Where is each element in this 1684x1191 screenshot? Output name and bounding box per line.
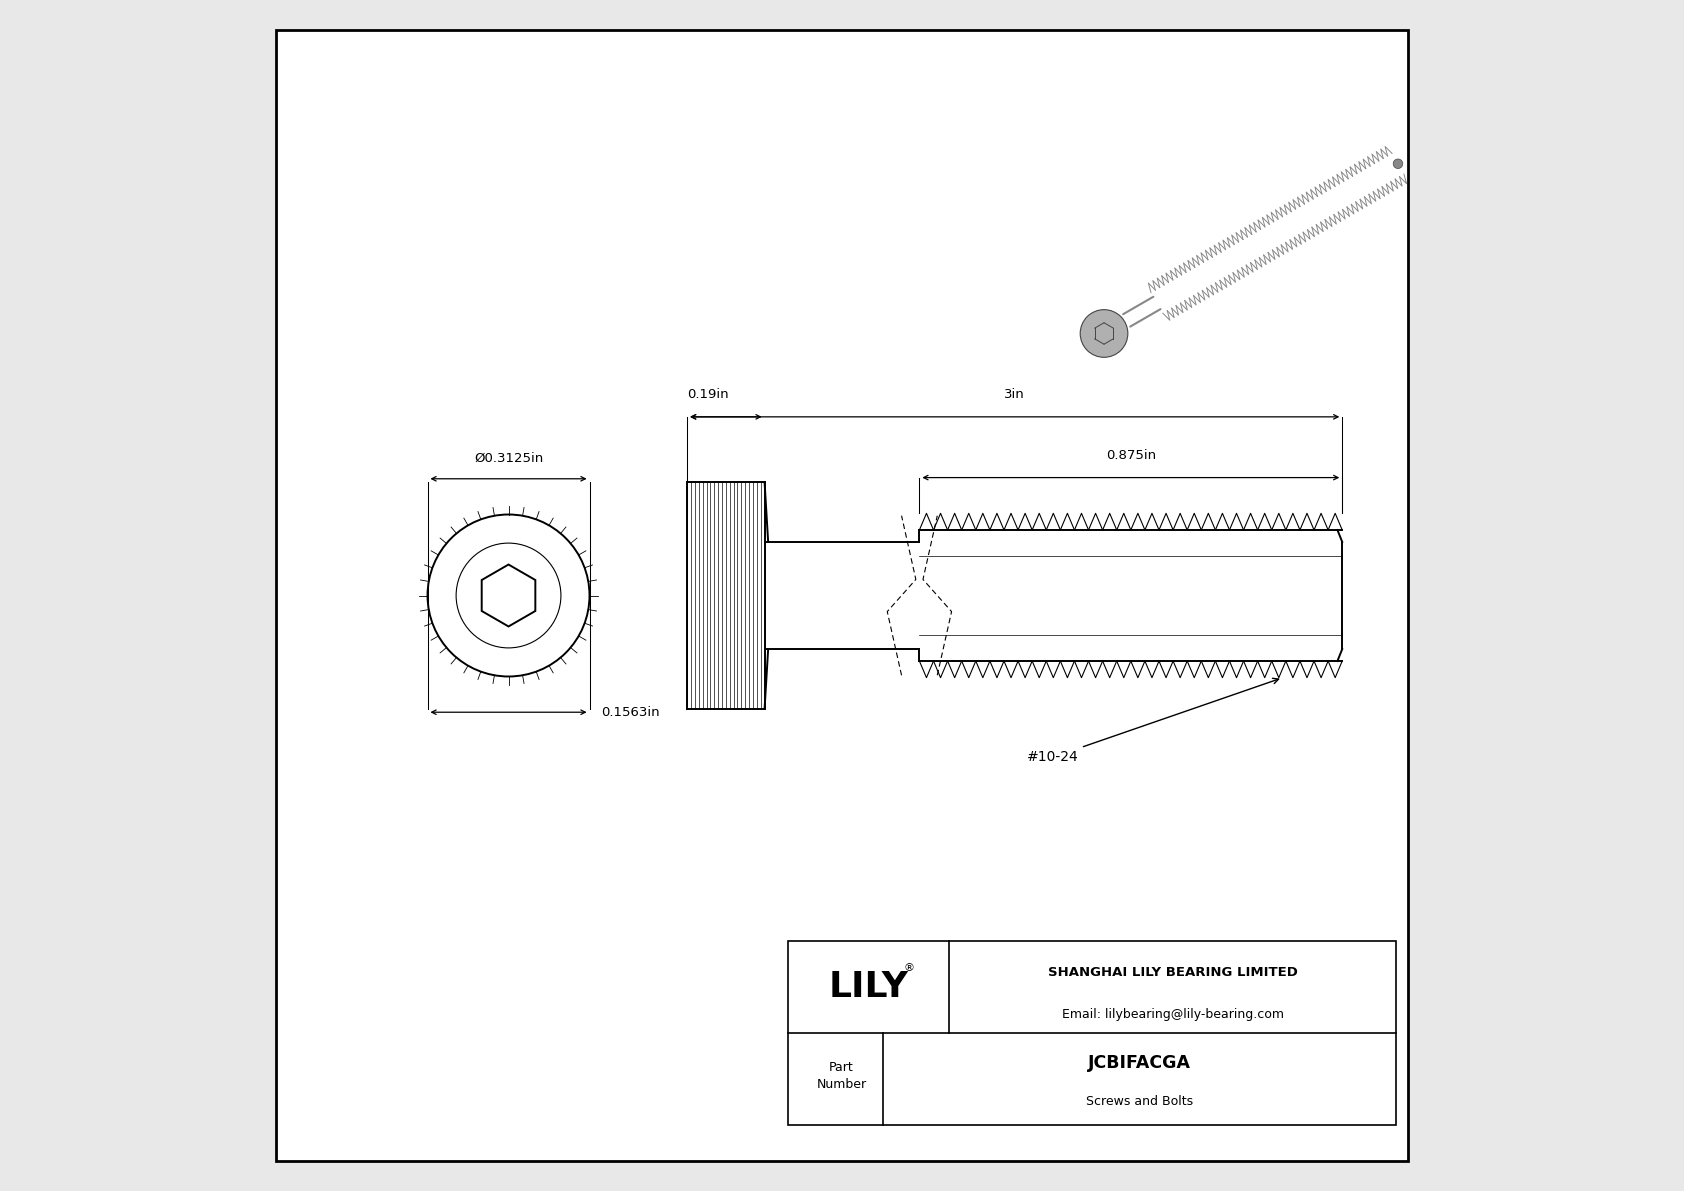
Text: 0.875in: 0.875in (1106, 449, 1155, 462)
Bar (788, 941, 1396, 1125)
Text: 0.19in: 0.19in (687, 388, 729, 401)
Text: SHANGHAI LILY BEARING LIMITED: SHANGHAI LILY BEARING LIMITED (1047, 966, 1298, 979)
Text: 0.1563in: 0.1563in (601, 706, 660, 718)
Text: Ø0.3125in: Ø0.3125in (473, 451, 544, 464)
Text: LILY: LILY (829, 969, 909, 1004)
Text: #10-24: #10-24 (1027, 679, 1278, 765)
Text: Part
Number: Part Number (817, 1061, 867, 1091)
Circle shape (1079, 310, 1128, 357)
Text: ®: ® (904, 964, 914, 973)
Text: Screws and Bolts: Screws and Bolts (1086, 1095, 1192, 1108)
Bar (687, 482, 765, 709)
Text: JCBIFACGA: JCBIFACGA (1088, 1054, 1191, 1072)
Circle shape (1393, 160, 1403, 169)
Text: Email: lilybearing@lily-bearing.com: Email: lilybearing@lily-bearing.com (1061, 1009, 1283, 1021)
Text: 3in: 3in (1004, 388, 1026, 401)
